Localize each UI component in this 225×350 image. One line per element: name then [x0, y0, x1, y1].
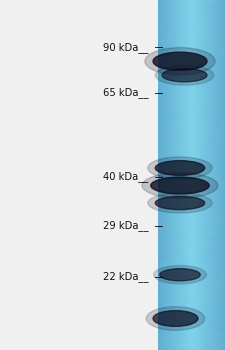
Ellipse shape [148, 157, 212, 179]
Ellipse shape [154, 266, 206, 284]
Ellipse shape [142, 173, 218, 198]
Ellipse shape [155, 196, 205, 210]
Ellipse shape [148, 193, 212, 213]
Text: 40 kDa__: 40 kDa__ [103, 171, 148, 182]
Ellipse shape [153, 311, 198, 326]
Ellipse shape [155, 65, 214, 85]
Ellipse shape [155, 161, 205, 175]
Text: 65 kDa__: 65 kDa__ [103, 87, 148, 98]
Ellipse shape [162, 69, 207, 82]
Text: 29 kDa__: 29 kDa__ [103, 220, 148, 231]
Ellipse shape [145, 48, 215, 75]
Ellipse shape [160, 269, 200, 281]
Text: 22 kDa__: 22 kDa__ [103, 271, 148, 282]
Ellipse shape [153, 52, 207, 70]
Ellipse shape [146, 307, 205, 330]
Text: 90 kDa__: 90 kDa__ [103, 42, 148, 53]
Ellipse shape [151, 177, 209, 194]
